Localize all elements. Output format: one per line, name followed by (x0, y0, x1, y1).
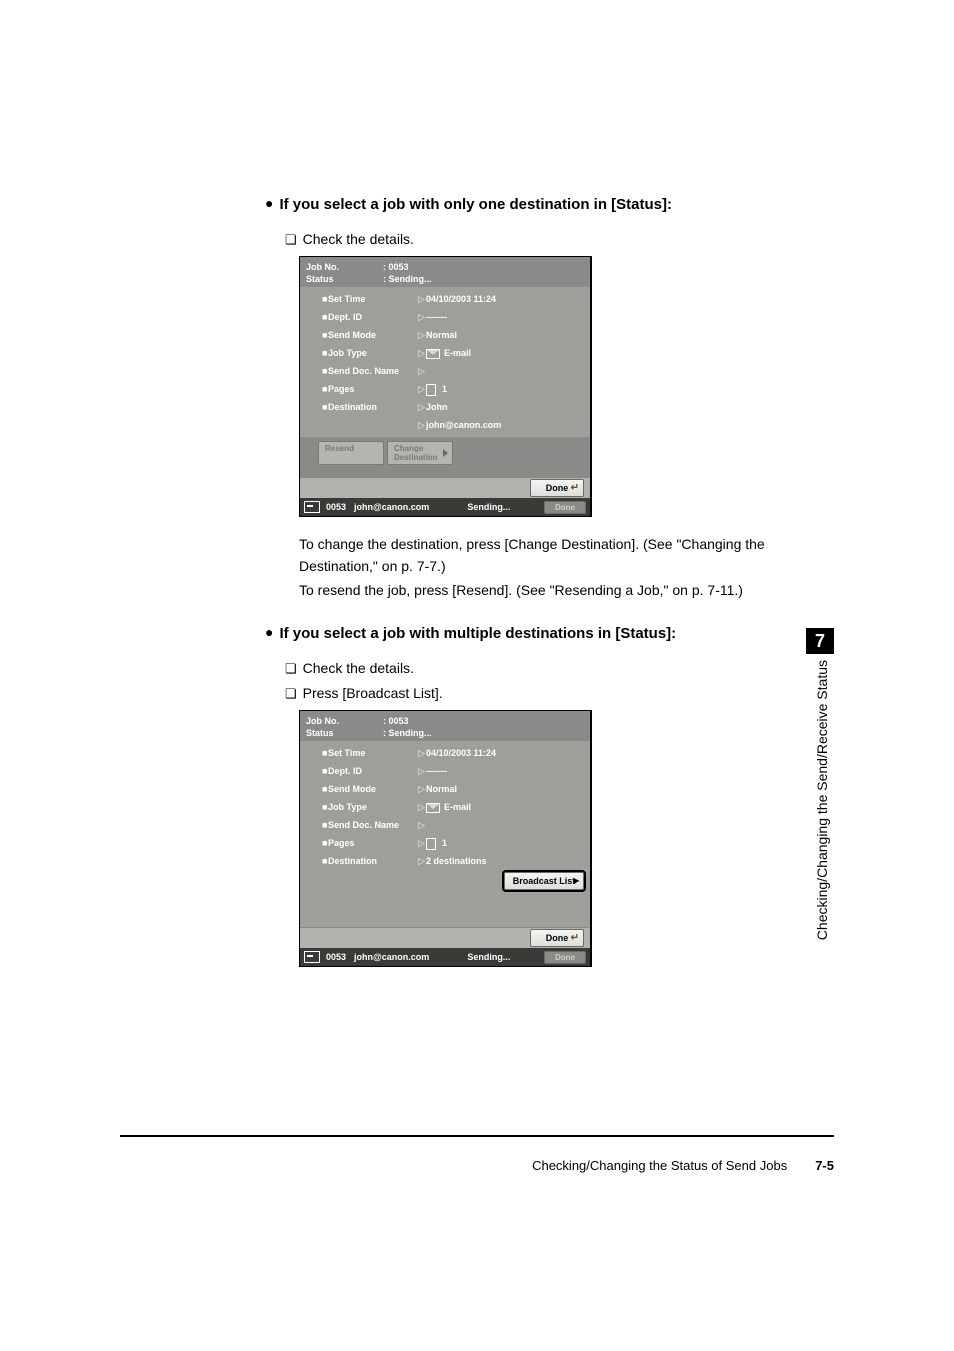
hdr2-jobno-label: Job No. (306, 715, 383, 727)
document-page: ● If you select a job with only one dest… (0, 0, 954, 1351)
checkbox-icon: ❏ (285, 232, 297, 248)
chapter-tab: 7 (806, 628, 834, 654)
hdr-jobno-value: : 0053 (383, 261, 409, 273)
section1-check-text: Check the details. (303, 231, 414, 247)
section1-heading: If you select a job with only one destin… (279, 196, 672, 213)
dialog-actions: Resend Change Destination (300, 437, 590, 477)
done-bar2: Done↵ (300, 927, 590, 948)
para-resend: To resend the job, press [Resend]. (See … (299, 579, 790, 601)
hdr-status-value: : Sending... (383, 273, 432, 285)
dialog2-header: Job No. : 0053 Status : Sending... (300, 711, 590, 741)
mail-icon (304, 501, 320, 513)
footer-title: Checking/Changing the Status of Send Job… (532, 1158, 787, 1173)
row-docname-label: Send Doc. Name (328, 364, 418, 378)
section2-heading-row: ● If you select a job with multiple dest… (265, 625, 790, 642)
resend-button[interactable]: Resend (318, 441, 384, 465)
row-deptid-value: ------- (426, 310, 584, 324)
row-pages-label: Pages (328, 382, 418, 396)
row-jobtype-label: Job Type (328, 346, 418, 360)
status-bar: 0053 john@canon.com Sending... Done (300, 498, 590, 516)
sb-addr: john@canon.com (354, 502, 429, 512)
envelope-icon (426, 349, 440, 359)
section2-check2-text: Press [Broadcast List]. (303, 685, 443, 701)
para-change-dest: To change the destination, press [Change… (299, 533, 790, 577)
section2-check2: ❏ Press [Broadcast List]. (285, 685, 790, 702)
row-jobtype-value: E-mail (444, 348, 471, 358)
dialog2-rows: ■Set Time▷04/10/2003 11:24 ■Dept. ID▷---… (300, 741, 590, 927)
row-settime-label: Set Time (328, 292, 418, 306)
job-detail-dialog-single: Job No. : 0053 Status : Sending... ■Set … (299, 256, 592, 517)
vertical-section-title: Checking/Changing the Send/Receive Statu… (810, 660, 834, 1020)
section2-check1: ❏ Check the details. (285, 660, 790, 677)
done-bar: Done↵ (300, 477, 590, 498)
row-sendmode-value: Normal (426, 328, 584, 342)
envelope-icon (426, 803, 440, 813)
row-settime-value: 04/10/2003 11:24 (426, 292, 584, 306)
dialog-header: Job No. : 0053 Status : Sending... (300, 257, 590, 287)
change-destination-button[interactable]: Change Destination (387, 441, 453, 465)
row-dest-value: John (426, 400, 584, 414)
page-number: 7-5 (815, 1158, 834, 1173)
page-icon (426, 838, 436, 850)
dialog-rows: ■Set Time▷04/10/2003 11:24 ■Dept. ID▷---… (300, 287, 590, 437)
row2-dest-value: 2 destinations (426, 854, 584, 868)
sb-job: 0053 (326, 502, 346, 512)
chapter-number: 7 (815, 631, 825, 652)
section2-heading: If you select a job with multiple destin… (279, 625, 676, 642)
page-footer: Checking/Changing the Status of Send Job… (120, 1158, 834, 1173)
sb-state: Sending... (467, 502, 510, 512)
section2-check1-text: Check the details. (303, 660, 414, 676)
done-button[interactable]: Done↵ (530, 929, 584, 947)
return-icon: ↵ (571, 483, 579, 494)
status-bar2: 0053 john@canon.com Sending... Done (300, 948, 590, 966)
hdr2-status-label: Status (306, 727, 383, 739)
row-destaddr-value: john@canon.com (426, 418, 584, 432)
checkbox-icon: ❏ (285, 686, 297, 702)
sb-done: Done (544, 501, 586, 514)
return-icon: ↵ (571, 933, 579, 944)
content-area: ● If you select a job with only one dest… (265, 196, 790, 967)
chevron-right-icon: ▸ (574, 876, 579, 887)
job-detail-dialog-multi: Job No. : 0053 Status : Sending... ■Set … (299, 710, 592, 967)
section1-check: ❏ Check the details. (285, 231, 790, 248)
footer-rule (120, 1135, 834, 1137)
done-button[interactable]: Done↵ (530, 479, 584, 497)
hdr2-status-value: : Sending... (383, 727, 432, 739)
bullet-icon: ● (265, 624, 273, 640)
row-sendmode-label: Send Mode (328, 328, 418, 342)
broadcast-list-button[interactable]: Broadcast List▸ (504, 872, 584, 890)
hdr-jobno-label: Job No. (306, 261, 383, 273)
row-deptid-label: Dept. ID (328, 310, 418, 324)
row-pages-value: 1 (442, 384, 447, 394)
mail-icon (304, 951, 320, 963)
row2-dest-label: Destination (328, 854, 418, 868)
checkbox-icon: ❏ (285, 661, 297, 677)
hdr-status-label: Status (306, 273, 383, 285)
chevron-right-icon (443, 449, 448, 457)
row-dest-label: Destination (328, 400, 418, 414)
page-icon (426, 384, 436, 396)
section1-heading-row: ● If you select a job with only one dest… (265, 196, 790, 213)
hdr2-jobno-value: : 0053 (383, 715, 409, 727)
bullet-icon: ● (265, 195, 273, 211)
